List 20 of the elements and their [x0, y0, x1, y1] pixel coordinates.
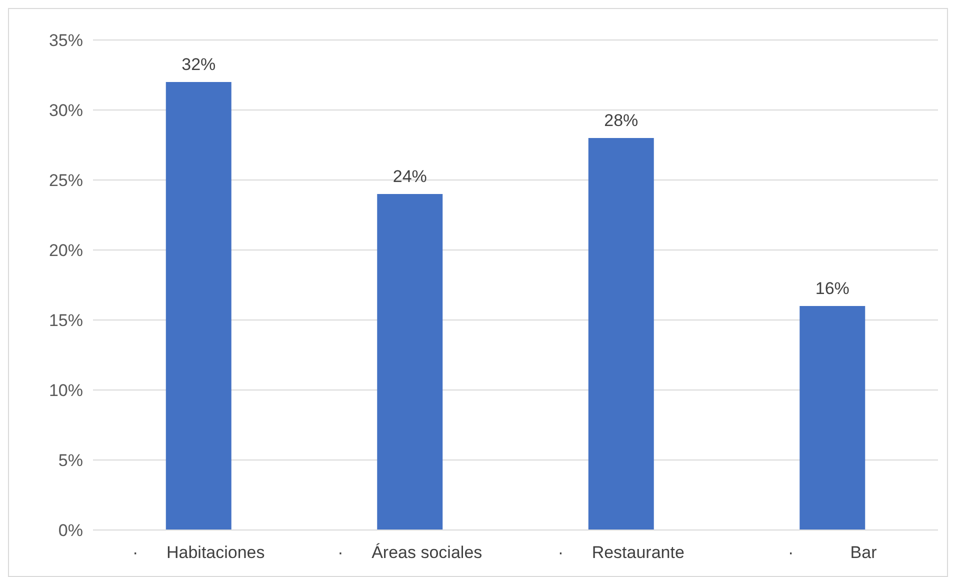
y-tick-label: 25%: [48, 170, 83, 190]
bar: [166, 82, 232, 530]
y-tick-label: 10%: [48, 380, 83, 400]
y-tick-label: 35%: [48, 30, 83, 50]
bar: [588, 138, 654, 530]
y-tick-label: 15%: [48, 310, 83, 330]
y-tick-label: 30%: [48, 100, 83, 120]
x-tick-label: · Restaurante: [558, 543, 684, 562]
x-tick-label: · Bar: [788, 543, 878, 562]
x-tick-label: · Habitaciones: [132, 543, 265, 562]
x-tick-label: · Áreas sociales: [338, 543, 482, 562]
bar: [800, 306, 866, 530]
y-tick-label: 5%: [58, 450, 83, 470]
data-label: 24%: [392, 167, 427, 186]
data-label: 28%: [604, 111, 638, 130]
data-label: 16%: [815, 279, 850, 298]
y-tick-label: 0%: [58, 520, 83, 540]
data-label: 32%: [182, 55, 216, 74]
y-tick-label: 20%: [48, 240, 83, 260]
bar: [377, 194, 443, 530]
